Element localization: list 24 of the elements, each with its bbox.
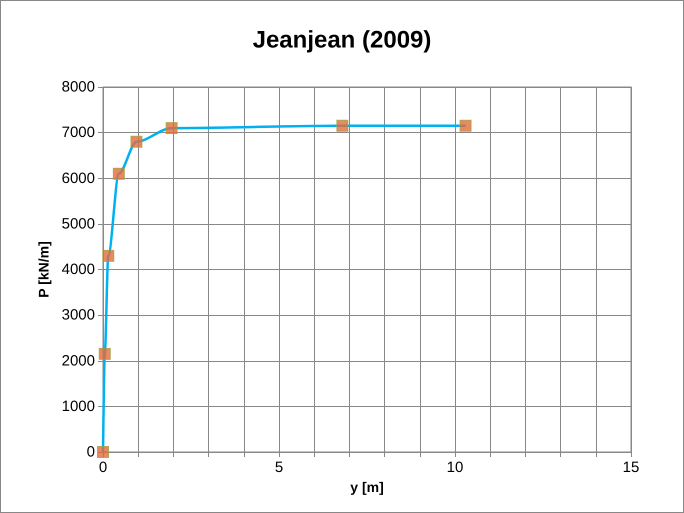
y-tick-label: 8000 <box>62 78 95 96</box>
y-tick-label: 1000 <box>62 398 95 415</box>
point <box>112 168 125 180</box>
y-tick-label: 4000 <box>62 261 95 278</box>
point <box>102 250 114 262</box>
x-axis-title: y [m] <box>350 478 384 495</box>
point <box>130 136 142 148</box>
point <box>166 122 178 134</box>
x-tick-label: 0 <box>98 459 108 476</box>
y-tick-label: 0 <box>86 444 95 460</box>
y-tick-label: 7000 <box>62 124 95 142</box>
x-tick-label: 5 <box>274 459 284 476</box>
y-tick-label: 6000 <box>62 170 95 187</box>
point <box>460 120 472 132</box>
y-tick-label: 2000 <box>62 352 95 370</box>
x-tick-label: 10 <box>446 459 464 476</box>
y-axis-title: P [kN/m] <box>36 241 52 298</box>
y-tick-label: 5000 <box>62 215 95 232</box>
x-tick-label: 15 <box>622 459 640 476</box>
point <box>97 446 109 458</box>
chart-title: Jeanjean (2009) <box>252 26 432 54</box>
point <box>98 348 111 360</box>
point <box>336 120 348 132</box>
y-tick-label: 3000 <box>62 306 95 324</box>
